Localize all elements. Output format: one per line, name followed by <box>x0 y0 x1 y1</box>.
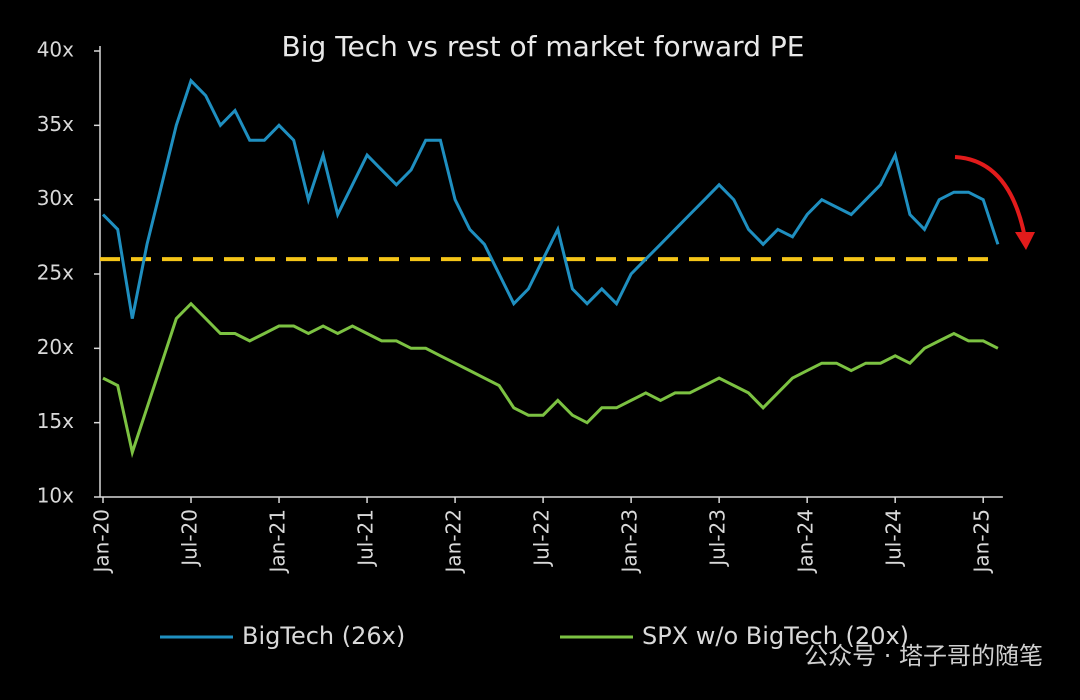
series-line <box>102 301 999 459</box>
legend-label: SPX w/o BigTech (20x) <box>642 622 909 650</box>
y-tick-label: 40x <box>37 38 74 62</box>
x-tick-label: Jul-22 <box>530 509 554 568</box>
chart-title: Big Tech vs rest of market forward PE <box>282 30 805 63</box>
x-tick-label: Jan-24 <box>794 509 818 575</box>
x-tick-label: Jul-23 <box>706 509 730 568</box>
y-tick-label: 20x <box>37 335 74 359</box>
arrow-head <box>1015 232 1035 250</box>
x-tick-label: Jan-21 <box>266 509 290 575</box>
x-tick-label: Jul-20 <box>178 509 202 568</box>
y-tick-label: 30x <box>37 186 74 210</box>
x-tick-label: Jul-21 <box>354 509 378 568</box>
legend-label: BigTech (26x) <box>242 622 405 650</box>
x-tick-label: Jan-22 <box>442 509 466 575</box>
watermark: 公众号 · 塔子哥的随笔 <box>804 642 1043 670</box>
y-tick-label: 25x <box>37 261 74 285</box>
y-tick-label: 10x <box>37 484 74 508</box>
y-tick-label: 15x <box>37 409 74 433</box>
x-tick-label: Jan-23 <box>618 509 642 575</box>
arrow <box>954 155 1027 239</box>
x-tick-label: Jul-24 <box>882 509 906 568</box>
series-line <box>101 77 1000 319</box>
x-tick-label: Jan-20 <box>90 509 114 575</box>
y-tick-label: 35x <box>37 112 74 136</box>
x-tick-label: Jan-25 <box>970 509 994 575</box>
